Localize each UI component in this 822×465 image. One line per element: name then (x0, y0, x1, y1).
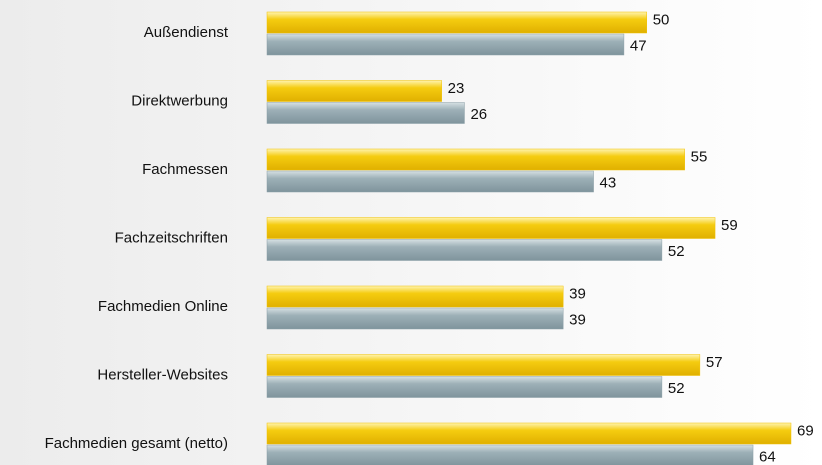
bar (266, 354, 701, 376)
bar (266, 33, 625, 56)
value-label: 47 (630, 37, 647, 54)
category-label: Fachzeitschriften (115, 229, 228, 246)
value-label: 55 (691, 148, 708, 165)
bar (266, 422, 792, 445)
value-label: 43 (600, 174, 617, 191)
value-label: 59 (721, 217, 738, 234)
category-label: Fachmessen (142, 161, 228, 178)
category-label: Hersteller-Websites (97, 366, 228, 383)
bar (266, 80, 442, 102)
category-label: Direktwerbung (131, 92, 228, 109)
bar (266, 444, 754, 465)
bar (266, 307, 564, 330)
value-label: 23 (448, 80, 465, 97)
value-label: 69 (797, 422, 814, 439)
bar (266, 239, 663, 261)
bar (266, 285, 564, 308)
value-label: 52 (668, 380, 685, 397)
category-label: Fachmedien Online (98, 298, 228, 315)
bar (266, 170, 594, 193)
value-label: 26 (470, 106, 487, 123)
value-label: 39 (569, 311, 586, 328)
value-label: 57 (706, 354, 723, 371)
category-label: Fachmedien gesamt (netto) (45, 435, 228, 452)
bar (266, 11, 647, 34)
value-label: 52 (668, 243, 685, 260)
value-label: 50 (653, 11, 670, 28)
value-label: 64 (759, 448, 776, 465)
bar (266, 376, 663, 398)
bar (266, 217, 716, 239)
bar (266, 102, 465, 124)
bar (266, 148, 685, 171)
category-label: Außendienst (144, 24, 229, 41)
value-label: 39 (569, 285, 586, 302)
